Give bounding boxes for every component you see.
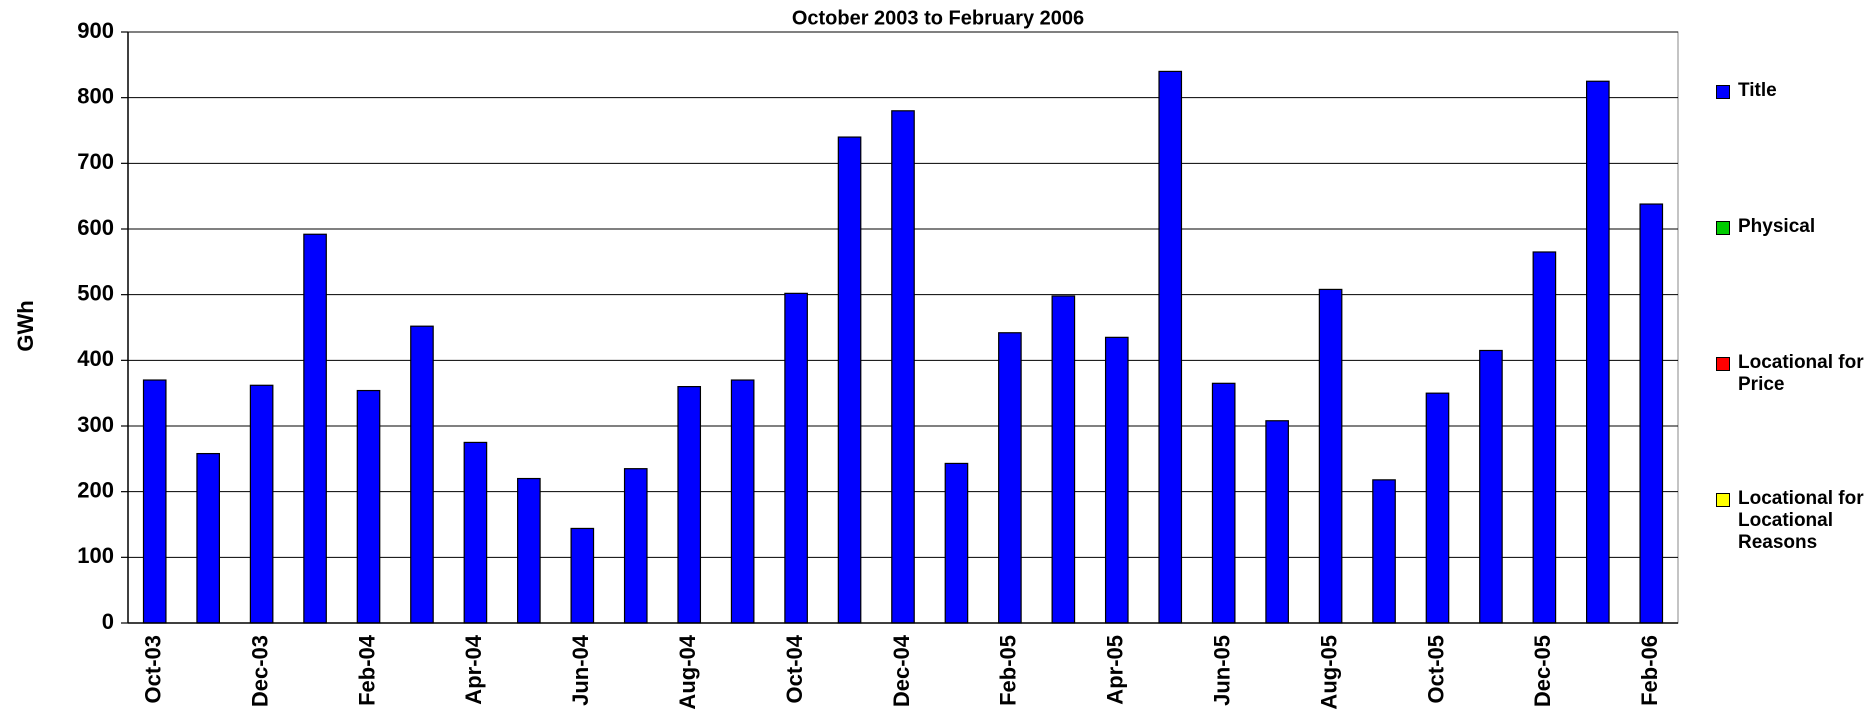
- chart-title: October 2003 to February 2006: [792, 7, 1084, 29]
- legend-label: Physical: [1738, 216, 1816, 237]
- bar: [142, 379, 167, 624]
- bar: [1211, 382, 1236, 624]
- bar: [1425, 392, 1450, 624]
- legend-swatch: [1716, 493, 1730, 507]
- bar: [196, 452, 220, 624]
- y-tick-label: 200: [77, 477, 114, 502]
- y-tick-label: 600: [77, 215, 114, 240]
- bar: [303, 233, 327, 624]
- legend-item: Title: [1716, 80, 1868, 102]
- bar: [1051, 295, 1076, 624]
- bar: [730, 379, 755, 624]
- x-tick-label: Feb-06: [1637, 635, 1662, 706]
- bar: [1318, 288, 1343, 624]
- y-tick-label: 300: [77, 412, 114, 437]
- bar: [570, 527, 595, 624]
- bar: [944, 462, 969, 624]
- bar: [623, 468, 648, 624]
- x-tick-label: Apr-05: [1103, 635, 1128, 705]
- x-tick-label: Oct-03: [141, 635, 166, 703]
- y-tick-label: 0: [102, 609, 114, 634]
- y-tick-label: 100: [77, 543, 114, 568]
- bar: [1265, 420, 1289, 624]
- x-tick-label: Aug-05: [1316, 635, 1341, 710]
- x-tick-label: Aug-04: [675, 634, 700, 709]
- bar: [1372, 479, 1396, 624]
- legend-item: Locational for Locational Reasons: [1716, 488, 1868, 554]
- legend-label: Locational for Locational Reasons: [1738, 488, 1864, 553]
- bar: [1639, 203, 1664, 624]
- legend-item: Physical: [1716, 216, 1868, 238]
- legend-label: Title: [1738, 80, 1777, 101]
- bar: [1479, 349, 1503, 624]
- x-tick-label: Feb-05: [996, 635, 1021, 706]
- bar: [1158, 70, 1183, 624]
- bar: [837, 136, 862, 624]
- x-tick-label: Oct-04: [782, 634, 807, 703]
- bar: [998, 332, 1022, 624]
- x-tick-label: Oct-05: [1423, 635, 1448, 703]
- y-axis-label: GWh: [13, 300, 38, 351]
- bar: [891, 110, 915, 624]
- y-tick-label: 500: [77, 280, 114, 305]
- x-tick-label: Dec-05: [1530, 635, 1555, 707]
- legend-label: Locational for Price: [1738, 352, 1864, 395]
- bar: [1104, 336, 1129, 624]
- legend-swatch: [1716, 221, 1730, 235]
- bar: [249, 384, 274, 624]
- x-tick-label: Dec-03: [247, 635, 272, 707]
- y-tick-label: 400: [77, 346, 114, 371]
- bar: [784, 292, 808, 624]
- legend-item: Locational for Price: [1716, 352, 1868, 396]
- x-tick-label: Jun-05: [1210, 635, 1235, 706]
- bar: [1532, 251, 1557, 624]
- bar: [356, 389, 381, 624]
- bar: [410, 325, 434, 624]
- x-tick-label: Apr-04: [461, 634, 486, 704]
- y-tick-label: 800: [77, 83, 114, 108]
- legend-swatch: [1716, 357, 1730, 371]
- bar: [677, 386, 702, 624]
- bar: [517, 477, 541, 624]
- x-tick-label: Feb-04: [354, 634, 379, 706]
- bar: [1586, 80, 1610, 624]
- bar: [463, 441, 488, 624]
- y-tick-label: 700: [77, 149, 114, 174]
- legend-swatch: [1716, 85, 1730, 99]
- x-tick-label: Dec-04: [889, 634, 914, 707]
- x-tick-label: Jun-04: [568, 634, 593, 706]
- y-tick-label: 900: [77, 18, 114, 43]
